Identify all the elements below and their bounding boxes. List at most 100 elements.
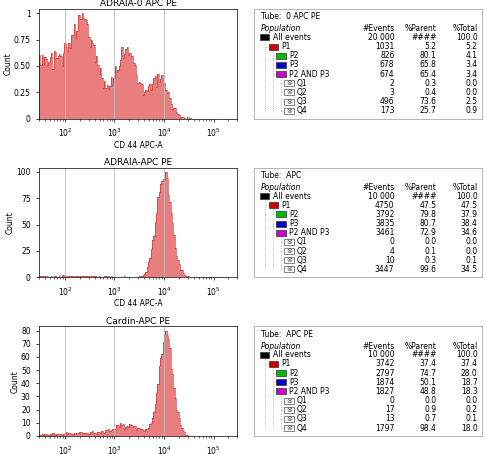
Bar bbox=[276, 389, 286, 395]
Text: ####: #### bbox=[411, 33, 436, 42]
Text: 37.4: 37.4 bbox=[461, 360, 478, 368]
Text: 65.8: 65.8 bbox=[420, 60, 436, 69]
Text: %Parent: %Parent bbox=[405, 342, 436, 351]
Text: 18.0: 18.0 bbox=[461, 424, 478, 433]
Title: ADRAIA-APC PE: ADRAIA-APC PE bbox=[104, 158, 172, 167]
Text: All events: All events bbox=[273, 192, 311, 201]
Title: Cardin-APC PE: Cardin-APC PE bbox=[106, 316, 170, 326]
Text: P2 AND P3: P2 AND P3 bbox=[289, 69, 330, 79]
Text: Q1: Q1 bbox=[297, 79, 308, 88]
Y-axis label: Count: Count bbox=[11, 370, 19, 393]
Text: ⊗: ⊗ bbox=[286, 99, 292, 104]
Text: 0.0: 0.0 bbox=[466, 247, 478, 256]
Text: ⊗: ⊗ bbox=[286, 80, 292, 86]
Text: 48.8: 48.8 bbox=[420, 387, 436, 396]
Text: 3447: 3447 bbox=[375, 265, 394, 274]
Bar bbox=[276, 53, 286, 59]
Bar bbox=[276, 379, 286, 385]
Bar bbox=[276, 230, 286, 236]
Text: 0.1: 0.1 bbox=[466, 415, 478, 424]
Text: 4.1: 4.1 bbox=[466, 51, 478, 60]
Text: Q3: Q3 bbox=[297, 415, 308, 424]
Text: #Events: #Events bbox=[362, 342, 394, 351]
Text: 20 000: 20 000 bbox=[368, 33, 394, 42]
Text: 496: 496 bbox=[380, 97, 394, 106]
Text: 0.0: 0.0 bbox=[466, 88, 478, 97]
Text: 0.7: 0.7 bbox=[424, 415, 436, 424]
Text: 2.5: 2.5 bbox=[466, 97, 478, 106]
Text: 3792: 3792 bbox=[375, 210, 394, 219]
Text: 173: 173 bbox=[380, 106, 394, 115]
Text: ⊗: ⊗ bbox=[286, 425, 292, 431]
Bar bbox=[276, 370, 286, 376]
Text: 18.7: 18.7 bbox=[461, 378, 478, 387]
Text: 0.0: 0.0 bbox=[424, 396, 436, 405]
Bar bbox=[276, 212, 286, 217]
Text: 18.3: 18.3 bbox=[461, 387, 478, 396]
Text: 1827: 1827 bbox=[375, 387, 394, 396]
Text: %Parent: %Parent bbox=[405, 25, 436, 34]
Text: P2: P2 bbox=[289, 369, 299, 378]
Text: 80.1: 80.1 bbox=[420, 51, 436, 60]
Text: ⊗: ⊗ bbox=[286, 257, 292, 263]
Text: 79.8: 79.8 bbox=[420, 210, 436, 219]
Text: 0.9: 0.9 bbox=[466, 106, 478, 115]
Text: Q3: Q3 bbox=[297, 97, 308, 106]
Text: P2 AND P3: P2 AND P3 bbox=[289, 387, 330, 396]
Text: Tube:  APC: Tube: APC bbox=[261, 171, 301, 180]
Bar bbox=[260, 35, 269, 40]
Bar bbox=[284, 108, 294, 114]
Text: Q1: Q1 bbox=[297, 237, 308, 247]
Text: 80.7: 80.7 bbox=[420, 219, 436, 228]
Text: 674: 674 bbox=[380, 69, 394, 79]
Text: 34.5: 34.5 bbox=[461, 265, 478, 274]
Text: 3.4: 3.4 bbox=[466, 60, 478, 69]
Text: ⊗: ⊗ bbox=[286, 108, 292, 114]
Text: P2: P2 bbox=[289, 51, 299, 60]
Bar bbox=[284, 80, 294, 86]
Text: All events: All events bbox=[273, 33, 311, 42]
Text: 0.3: 0.3 bbox=[424, 256, 436, 265]
Bar bbox=[284, 239, 294, 245]
Bar bbox=[276, 221, 286, 227]
Text: 100.0: 100.0 bbox=[456, 192, 478, 201]
Text: ####: #### bbox=[411, 350, 436, 359]
Text: ⊗: ⊗ bbox=[286, 89, 292, 95]
Title: ADRAIA-0 APC PE: ADRAIA-0 APC PE bbox=[99, 0, 177, 8]
Text: 0.9: 0.9 bbox=[424, 405, 436, 415]
Text: 37.4: 37.4 bbox=[419, 360, 436, 368]
Bar bbox=[284, 99, 294, 104]
Text: 72.9: 72.9 bbox=[420, 228, 436, 237]
Bar bbox=[284, 89, 294, 95]
Text: 4750: 4750 bbox=[375, 201, 394, 210]
Bar bbox=[276, 71, 286, 77]
Text: P2: P2 bbox=[289, 210, 299, 219]
Text: Population: Population bbox=[261, 342, 301, 351]
Text: 74.7: 74.7 bbox=[419, 369, 436, 378]
Text: 0.0: 0.0 bbox=[466, 396, 478, 405]
Text: ⊗: ⊗ bbox=[286, 398, 292, 404]
Text: ####: #### bbox=[411, 192, 436, 201]
Text: Population: Population bbox=[261, 25, 301, 34]
Text: 65.4: 65.4 bbox=[419, 69, 436, 79]
Bar bbox=[284, 257, 294, 263]
Text: P2 AND P3: P2 AND P3 bbox=[289, 228, 330, 237]
Text: #Events: #Events bbox=[362, 183, 394, 192]
Text: 99.6: 99.6 bbox=[419, 265, 436, 274]
Text: 678: 678 bbox=[380, 60, 394, 69]
Bar bbox=[268, 202, 278, 208]
Text: 0.0: 0.0 bbox=[466, 237, 478, 247]
Text: 10: 10 bbox=[385, 256, 394, 265]
Text: 38.4: 38.4 bbox=[461, 219, 478, 228]
Text: #Events: #Events bbox=[362, 25, 394, 34]
X-axis label: CD 44 APC-A: CD 44 APC-A bbox=[114, 141, 162, 150]
Text: ⊗: ⊗ bbox=[286, 407, 292, 413]
Text: Q2: Q2 bbox=[297, 88, 308, 97]
Text: 3742: 3742 bbox=[375, 360, 394, 368]
Text: %Parent: %Parent bbox=[405, 183, 436, 192]
Text: %Total: %Total bbox=[452, 183, 478, 192]
Text: %Total: %Total bbox=[452, 342, 478, 351]
Bar bbox=[268, 361, 278, 367]
Text: 0.1: 0.1 bbox=[466, 256, 478, 265]
Text: 3461: 3461 bbox=[375, 228, 394, 237]
